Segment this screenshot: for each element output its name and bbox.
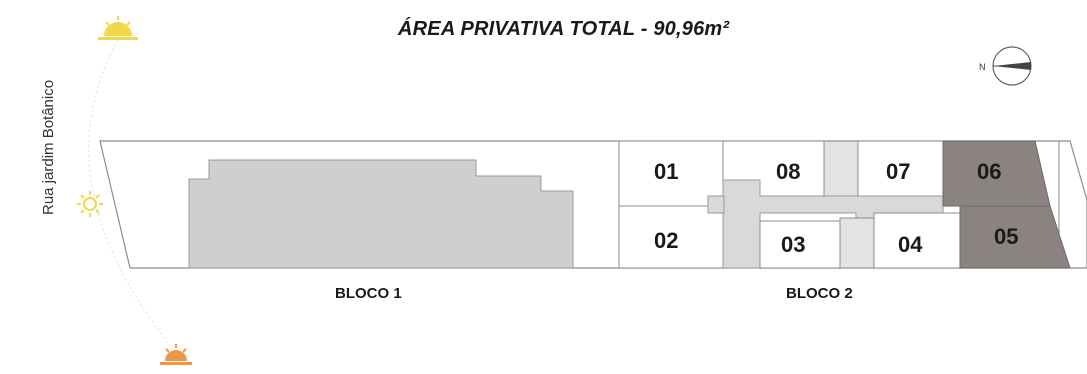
north-label: N [979,62,986,72]
unit-05-cell [959,205,1071,269]
stair-core-bottom [839,217,875,269]
north-compass-icon [992,46,1032,86]
unit-label-06: 06 [977,159,1001,184]
plan-title: ÁREA PRIVATIVA TOTAL - 90,96m² [398,18,730,40]
sunrise-icon [98,16,138,40]
sun-path-arc [88,39,171,346]
unit-07-cell [857,140,944,197]
unit-02-cell [618,205,724,269]
corridor-step [707,195,725,214]
unit-label-02: 02 [654,228,678,253]
bloco-2-label: BLOCO 2 [786,285,853,302]
unit-03-cell [759,220,841,269]
sunset-icon [160,344,192,365]
unit-label-05: 05 [994,224,1018,249]
unit-label-08: 08 [776,159,800,184]
unit-label-03: 03 [781,232,805,257]
unit-label-07: 07 [886,159,910,184]
stair-core-top [823,140,859,197]
unit-label-04: 04 [898,232,923,257]
bloco-1-label: BLOCO 1 [335,285,402,302]
sun-icon [77,191,103,217]
unit-label-01: 01 [654,159,678,184]
unit-04-cell [873,212,961,269]
bloco-1-building [188,159,574,269]
